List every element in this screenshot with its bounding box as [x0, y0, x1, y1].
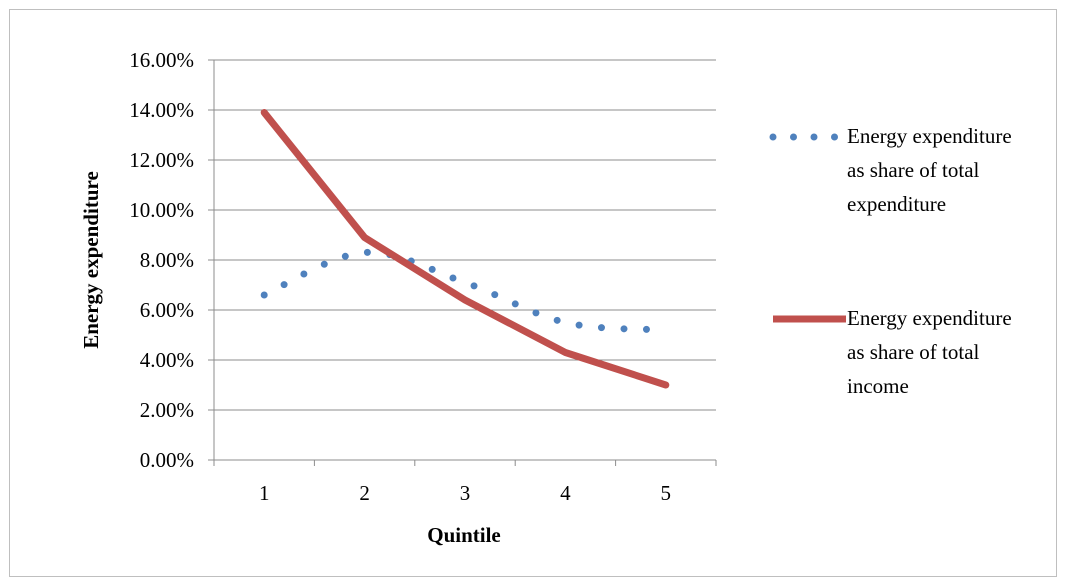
legend-label: as share of total [847, 340, 980, 364]
series-expenditure-line [260, 248, 670, 334]
x-axis-title: Quintile [427, 523, 501, 547]
legend-label: Energy expenditure [847, 124, 1012, 148]
legend-label: expenditure [847, 192, 946, 216]
legend-label: as share of total [847, 158, 980, 182]
series [260, 109, 670, 389]
y-tick-label: 6.00% [140, 298, 194, 322]
x-tick-label: 1 [259, 481, 270, 505]
series-income-line [260, 109, 670, 389]
x-tick-label: 4 [560, 481, 571, 505]
legend-label: income [847, 374, 909, 398]
y-tick-label: 10.00% [129, 198, 194, 222]
y-tick-label: 2.00% [140, 398, 194, 422]
y-tick-label: 16.00% [129, 48, 194, 72]
x-tick-label: 5 [661, 481, 672, 505]
y-axis-title: Energy expenditure [79, 171, 103, 349]
x-tick-label: 3 [460, 481, 471, 505]
y-tick-label: 12.00% [129, 148, 194, 172]
legend-label: Energy expenditure [847, 306, 1012, 330]
y-tick-labels: 0.00% 2.00% 4.00% 6.00% 8.00% 10.00% 12.00% 14.… [129, 48, 214, 472]
x-tick-label: 2 [359, 481, 370, 505]
y-tick-label: 14.00% [129, 98, 194, 122]
legend: Energy expenditure as share of total expen… [769, 124, 1012, 398]
y-tick-label: 4.00% [140, 348, 194, 372]
x-tick-labels: 1 2 3 4 5 [213, 460, 717, 505]
y-tick-label: 8.00% [140, 248, 194, 272]
y-tick-label: 0.00% [140, 448, 194, 472]
grid-lines [214, 59, 716, 411]
chart-frame [9, 9, 1057, 577]
